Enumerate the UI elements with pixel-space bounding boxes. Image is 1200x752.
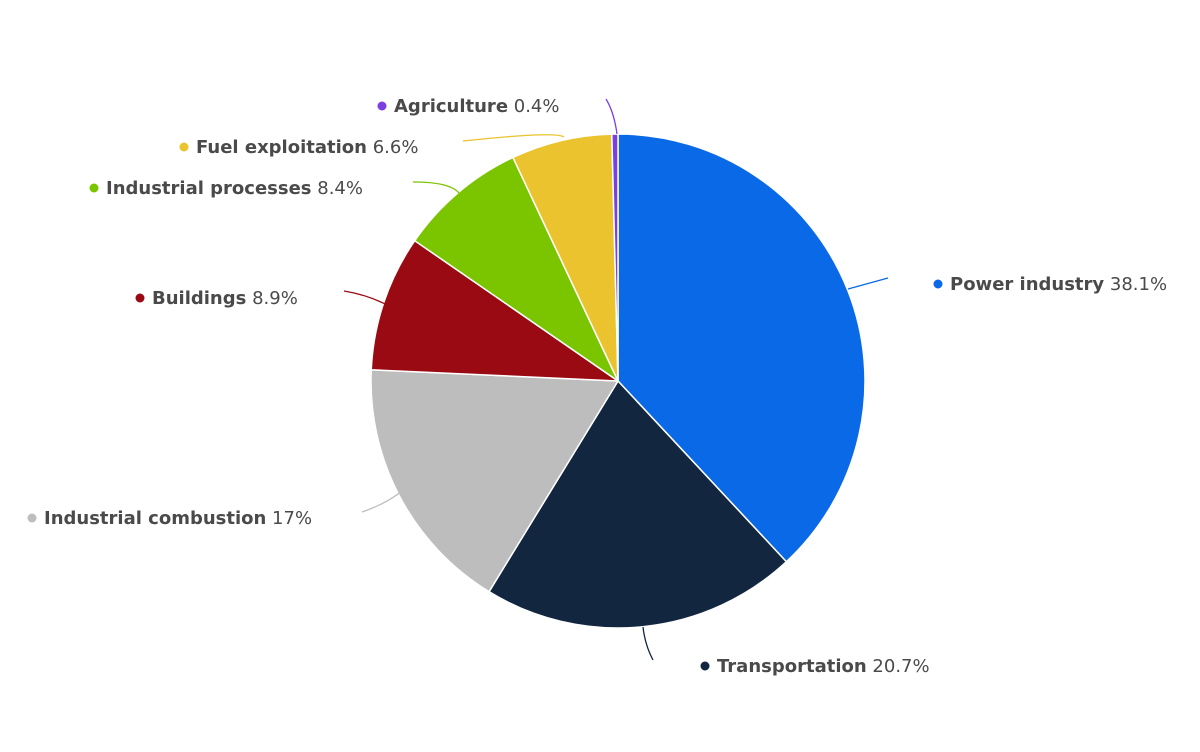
data-label-buildings: Buildings 8.9% xyxy=(152,288,298,309)
slice-name-transportation: Transportation xyxy=(717,656,867,677)
label-marker-agriculture xyxy=(377,101,387,111)
data-label-fuel-exploitation: Fuel exploitation 6.6% xyxy=(196,137,418,158)
slice-value-power-industry: 38.1% xyxy=(1104,274,1167,295)
label-marker-power-industry xyxy=(933,279,943,289)
leader-line-transportation xyxy=(642,626,654,661)
leader-line-agriculture xyxy=(605,98,618,135)
data-label-power-industry: Power industry 38.1% xyxy=(950,274,1167,295)
label-marker-fuel-exploitation xyxy=(179,142,189,152)
label-marker-buildings xyxy=(135,293,145,303)
label-marker-transportation xyxy=(700,661,710,671)
slice-value-agriculture: 0.4% xyxy=(508,96,559,117)
leader-line-industrial-processes xyxy=(412,181,460,194)
leader-line-fuel-exploitation xyxy=(462,134,565,142)
slice-name-buildings: Buildings xyxy=(152,288,246,309)
label-marker-industrial-combustion xyxy=(27,513,37,523)
label-marker-industrial-processes xyxy=(89,183,99,193)
slice-value-fuel-exploitation: 6.6% xyxy=(367,137,418,158)
slice-name-agriculture: Agriculture xyxy=(394,96,508,117)
leader-line-power-industry xyxy=(847,277,889,290)
data-label-industrial-processes: Industrial processes 8.4% xyxy=(106,178,363,199)
leader-line-buildings xyxy=(343,290,388,306)
slice-name-industrial-combustion: Industrial combustion xyxy=(44,508,266,529)
pie-slice-transportation[interactable] xyxy=(488,380,788,629)
slice-value-transportation: 20.7% xyxy=(867,656,930,677)
slice-value-industrial-combustion: 17% xyxy=(266,508,312,529)
slice-name-industrial-processes: Industrial processes xyxy=(106,178,312,199)
data-label-industrial-combustion: Industrial combustion 17% xyxy=(44,508,312,529)
pie-slice-agriculture[interactable] xyxy=(611,133,619,382)
pie-slice-industrial-combustion[interactable] xyxy=(370,369,619,593)
slice-value-industrial-processes: 8.4% xyxy=(312,178,363,199)
slice-value-buildings: 8.9% xyxy=(246,288,297,309)
slice-name-power-industry: Power industry xyxy=(950,274,1104,295)
slice-name-fuel-exploitation: Fuel exploitation xyxy=(196,137,367,158)
pie-slice-buildings[interactable] xyxy=(370,239,619,382)
data-label-agriculture: Agriculture 0.4% xyxy=(394,96,559,117)
pie-slice-power-industry[interactable] xyxy=(617,133,866,563)
data-label-transportation: Transportation 20.7% xyxy=(717,656,930,677)
leader-line-industrial-combustion xyxy=(361,489,404,513)
